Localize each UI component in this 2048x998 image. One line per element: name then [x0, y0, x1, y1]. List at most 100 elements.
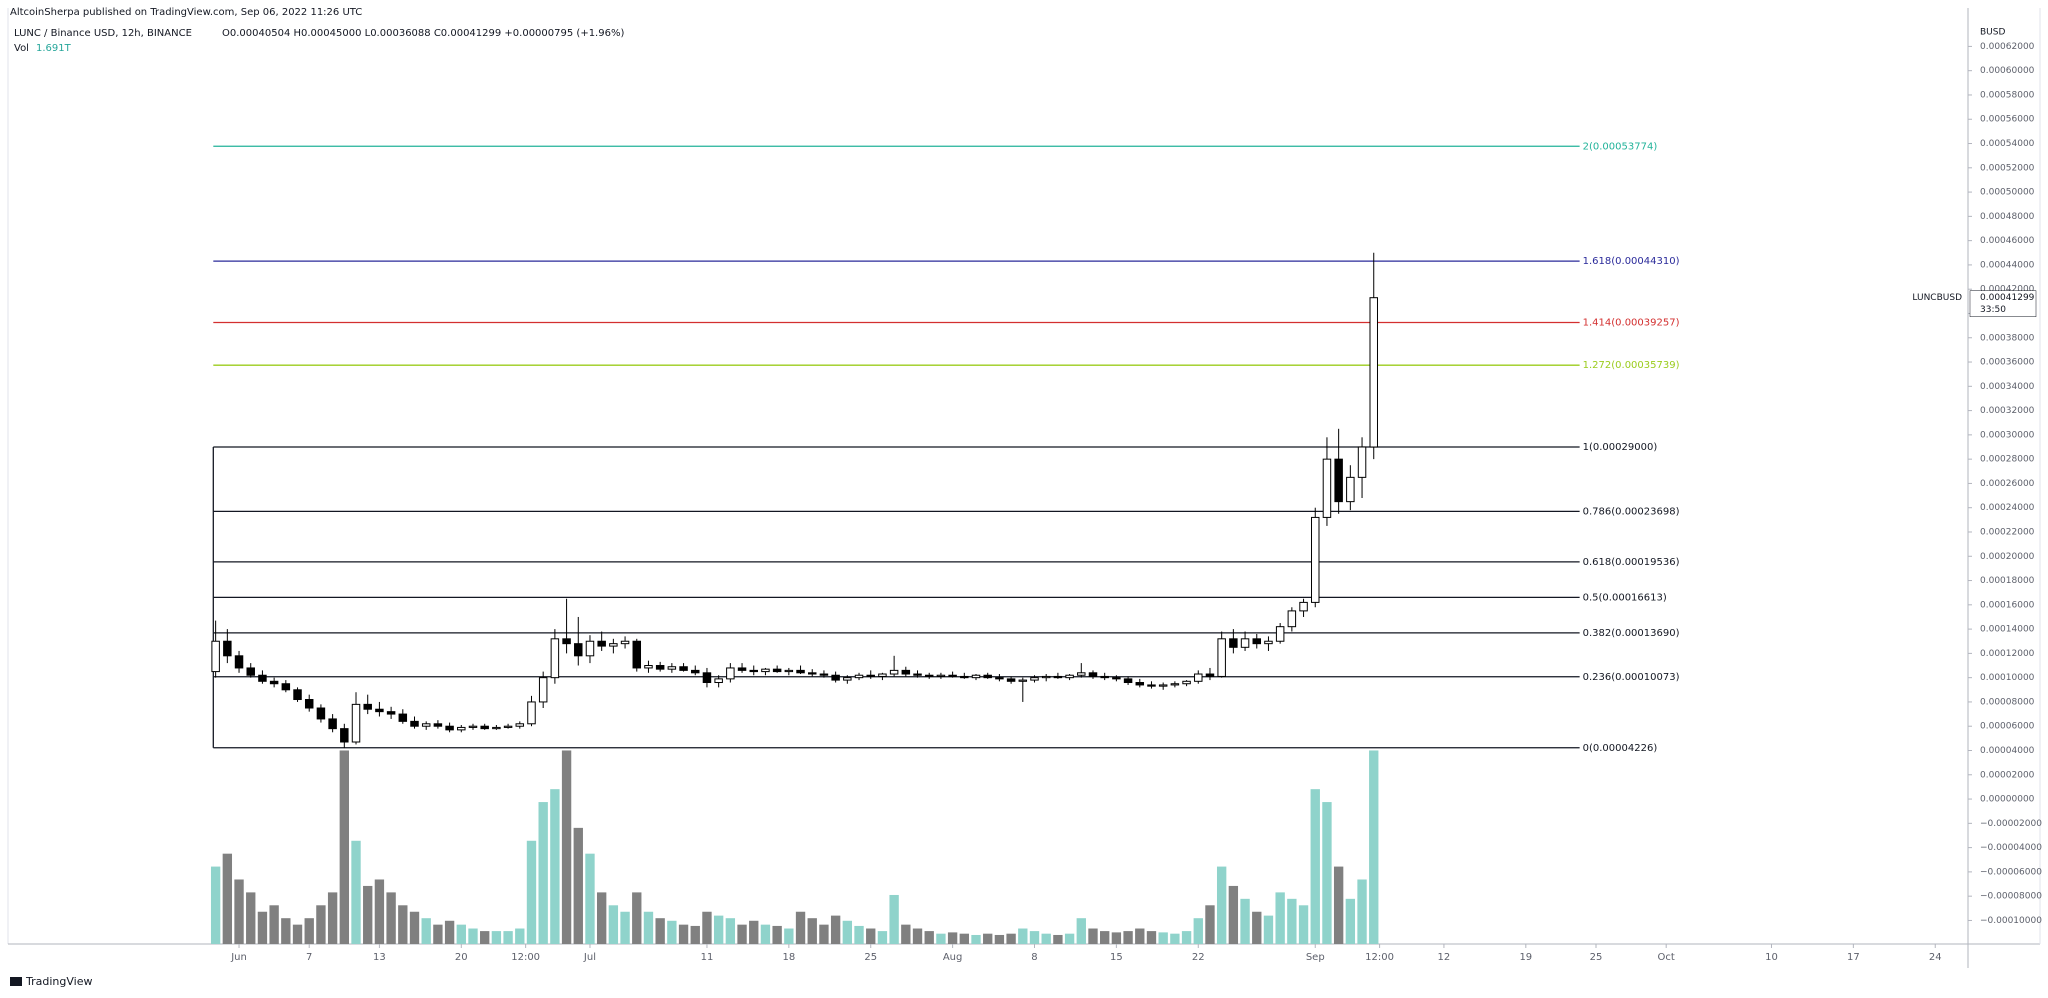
candle-body	[480, 725, 489, 730]
candle-body	[550, 638, 560, 679]
ohlc: O0.00040504 H0.00045000 L0.00036088 C0.0…	[222, 28, 624, 39]
candle-body	[1112, 677, 1121, 680]
volume-bar	[994, 934, 1005, 944]
fib-label: 0.382(0.00013690)	[1583, 628, 1680, 639]
logo-text: TradingView	[25, 975, 92, 988]
y-tick-label: 0.00024000	[1980, 503, 2035, 513]
volume-bar	[1322, 802, 1332, 944]
volume-bar	[1287, 898, 1297, 944]
candle-body	[445, 725, 454, 731]
candle-body	[1041, 675, 1051, 679]
candle-body	[492, 726, 501, 730]
volume-bar	[1006, 933, 1016, 944]
x-tick-label: Aug	[943, 952, 963, 963]
volume-bar	[316, 905, 326, 944]
candle-body	[960, 675, 969, 679]
candle-body	[1264, 640, 1273, 645]
volume-bar	[866, 928, 876, 944]
volume-bar	[842, 920, 853, 944]
candle-body	[854, 674, 864, 679]
volume-bar	[1193, 918, 1203, 944]
x-tick-label: 24	[1929, 952, 1942, 963]
candle-body	[1240, 638, 1250, 648]
fib-label: 1.272(0.00035739)	[1583, 360, 1680, 371]
volume-bar	[234, 879, 244, 944]
candle-body	[901, 669, 911, 675]
x-tick-label: 12:00	[511, 952, 540, 963]
volume-bar	[1298, 905, 1309, 944]
volume-bar	[351, 840, 361, 944]
candle-body	[679, 666, 688, 671]
volume-bar	[444, 920, 455, 944]
y-tick-label: 0.00012000	[1980, 649, 2035, 659]
volume-bar	[620, 911, 630, 944]
candle-body	[913, 673, 922, 676]
volume-bar	[363, 885, 373, 944]
volume-bar	[1041, 933, 1051, 944]
fib-label: 1.414(0.00039257)	[1583, 317, 1680, 328]
volume-bar	[515, 928, 525, 944]
volume-bar	[327, 892, 338, 944]
candle-body	[316, 707, 326, 720]
x-tick-label: 12:00	[1365, 952, 1394, 963]
candle-body	[1170, 683, 1180, 686]
volume-bar	[749, 920, 759, 944]
volume-bar	[889, 894, 899, 944]
volume-bar	[702, 911, 712, 944]
volume-bar	[854, 925, 864, 944]
volume-bar	[1064, 933, 1075, 944]
x-tick-label: 20	[455, 952, 468, 963]
candle-body	[1369, 297, 1378, 448]
y-tick-label: 0.00056000	[1980, 115, 2035, 125]
candle-body	[1252, 638, 1262, 645]
volume-bar	[526, 840, 537, 944]
candle-body	[1311, 516, 1320, 603]
symbol-title: LUNC / Binance USD, 12h, BINANCE	[14, 28, 192, 39]
candle-body	[1229, 638, 1238, 648]
volume-bar	[1158, 932, 1168, 944]
candle-body	[796, 669, 805, 674]
candle-body	[246, 667, 255, 676]
volume-bar	[480, 931, 490, 944]
volume-bar	[561, 750, 572, 944]
y-tick-label: 0.00042000	[1980, 285, 2035, 295]
volume-bar	[1252, 911, 1262, 944]
volume-bar	[713, 915, 724, 944]
candle-body	[562, 638, 571, 645]
x-tick-label: 8	[1031, 952, 1037, 963]
volume-bar	[281, 918, 291, 944]
volume-bar	[409, 911, 420, 944]
last-price: 0.00041299	[1980, 293, 2035, 303]
candle-body	[632, 640, 642, 669]
fib-label: 1.618(0.00044310)	[1583, 256, 1680, 267]
volume-bar	[795, 911, 806, 944]
y-tick-label: 0.00062000	[1980, 42, 2035, 52]
volume-bar	[433, 924, 443, 944]
y-tick-label: 0.00034000	[1980, 382, 2035, 392]
volume-bar	[608, 905, 619, 944]
fib-label: 0.618(0.00019536)	[1583, 557, 1680, 568]
y-tick-label: −0.00002000	[1980, 819, 2042, 829]
volume-bar	[632, 892, 642, 944]
y-tick-label: 0.00038000	[1980, 333, 2035, 343]
candle-body	[1287, 610, 1297, 628]
volume-bar	[1181, 931, 1192, 944]
candle-body	[983, 674, 992, 679]
candle-body	[1217, 638, 1226, 677]
candle-body	[293, 689, 302, 701]
volume-bar	[304, 918, 314, 944]
candle-body	[866, 674, 875, 677]
y-tick-label: 0.00052000	[1980, 163, 2035, 173]
y-tick-label: 0.00028000	[1980, 455, 2035, 465]
y-tick-label: 0.00006000	[1980, 722, 2035, 732]
volume-bar	[398, 905, 408, 944]
plot: −0.00010000 −0.00008000 −0.00006000 −0.0000…	[210, 42, 2042, 963]
y-tick-label: 0.00044000	[1980, 260, 2035, 270]
y-tick-label: 0.00004000	[1980, 746, 2035, 756]
x-tick-label: 22	[1192, 952, 1205, 963]
candle-body	[924, 674, 934, 677]
candle-body	[375, 708, 384, 713]
y-tick-label: −0.00008000	[1980, 892, 2042, 902]
